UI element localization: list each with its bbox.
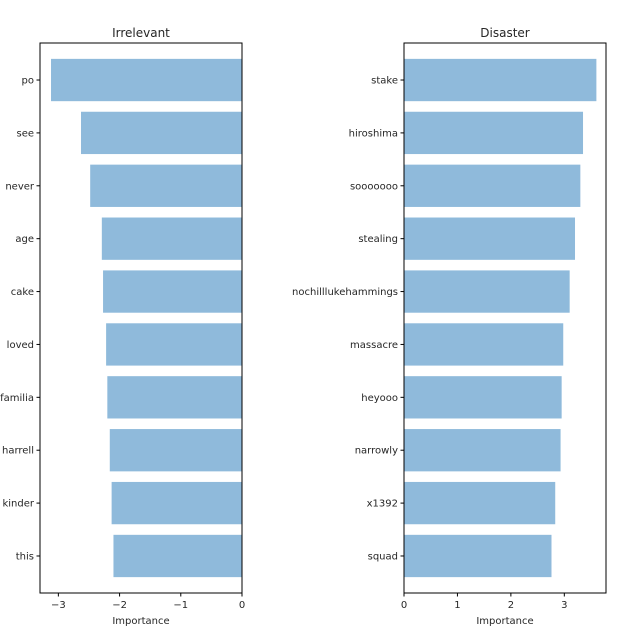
bar-disaster-heyooo xyxy=(404,376,562,419)
bar-disaster-hiroshima xyxy=(404,111,584,155)
y-tick-label-disaster: heyooo xyxy=(361,393,398,404)
y-tick-label-irrelevant: age xyxy=(15,234,34,245)
y-tick-label-disaster: stealing xyxy=(358,234,398,245)
x-axis-label-disaster: Importance xyxy=(476,616,533,627)
axes-frame-irrelevant xyxy=(39,42,243,594)
y-tick-label-disaster: hiroshima xyxy=(349,128,398,139)
y-tick-label-irrelevant: harrell xyxy=(2,446,34,457)
y-tick-label-irrelevant: see xyxy=(16,128,34,139)
y-tick-label-disaster: massacre xyxy=(350,340,398,351)
y-tick-label-irrelevant: familia xyxy=(0,393,34,404)
subplot-irrelevant: Irrelevant po see never age cake loved familia… xyxy=(0,26,245,627)
x-tick-label-disaster: 2 xyxy=(508,600,514,611)
y-tick-label-disaster: stake xyxy=(371,76,398,87)
x-tick-label-disaster: 1 xyxy=(454,600,460,611)
bar-irrelevant-loved xyxy=(106,323,242,366)
bar-irrelevant-this xyxy=(113,534,242,578)
bar-disaster-narrowly xyxy=(404,429,561,472)
axes-frame-disaster xyxy=(403,42,607,594)
y-tick-label-irrelevant: kinder xyxy=(2,499,34,510)
y-tick-label-disaster: narrowly xyxy=(355,446,398,457)
x-tick-label-disaster: 3 xyxy=(561,600,567,611)
bar-irrelevant-pharrell xyxy=(109,429,242,472)
bar-disaster-squad xyxy=(404,534,552,578)
x-tick-label-irrelevant: −1 xyxy=(173,600,188,611)
y-tick-label-irrelevant: loved xyxy=(7,340,34,351)
bar-disaster-stake xyxy=(404,58,597,102)
y-tick-label-disaster: x1392 xyxy=(367,499,398,510)
bar-disaster-sooooooo xyxy=(404,164,581,207)
bar-irrelevant-kinder xyxy=(111,481,242,525)
bar-disaster-nochilllukehammings xyxy=(404,270,570,313)
x-tick-label-irrelevant: 0 xyxy=(239,600,245,611)
bar-disaster-stealing xyxy=(404,217,576,260)
y-tick-label-disaster: squad xyxy=(368,551,398,562)
x-tick-label-irrelevant: −3 xyxy=(51,600,66,611)
bar-irrelevant-cake xyxy=(103,270,242,313)
subplot-disaster: Disaster stake hiroshima sooooooo stealing n… xyxy=(292,26,607,627)
bar-disaster-x1392 xyxy=(404,481,556,525)
x-axis-label-irrelevant: Importance xyxy=(112,616,169,627)
y-tick-label-irrelevant: cake xyxy=(11,287,34,298)
subplot-title-disaster: Disaster xyxy=(480,26,530,40)
bar-irrelevant-never xyxy=(90,164,242,207)
y-tick-label-disaster: sooooooo xyxy=(350,181,398,192)
y-tick-label-irrelevant: this xyxy=(16,551,34,562)
bar-disaster-massacre xyxy=(404,323,564,366)
x-tick-label-irrelevant: −2 xyxy=(112,600,127,611)
bar-irrelevant-see xyxy=(81,111,243,155)
bar-irrelevant-age xyxy=(101,217,242,260)
subplot-title-irrelevant: Irrelevant xyxy=(112,26,170,40)
y-tick-label-irrelevant: never xyxy=(5,181,35,192)
y-tick-label-disaster: nochilllukehammings xyxy=(292,287,398,298)
x-tick-label-disaster: 0 xyxy=(401,600,407,611)
bar-irrelevant-po xyxy=(51,58,242,102)
y-tick-label-irrelevant: po xyxy=(22,76,34,87)
bar-irrelevant-familia xyxy=(107,376,242,419)
